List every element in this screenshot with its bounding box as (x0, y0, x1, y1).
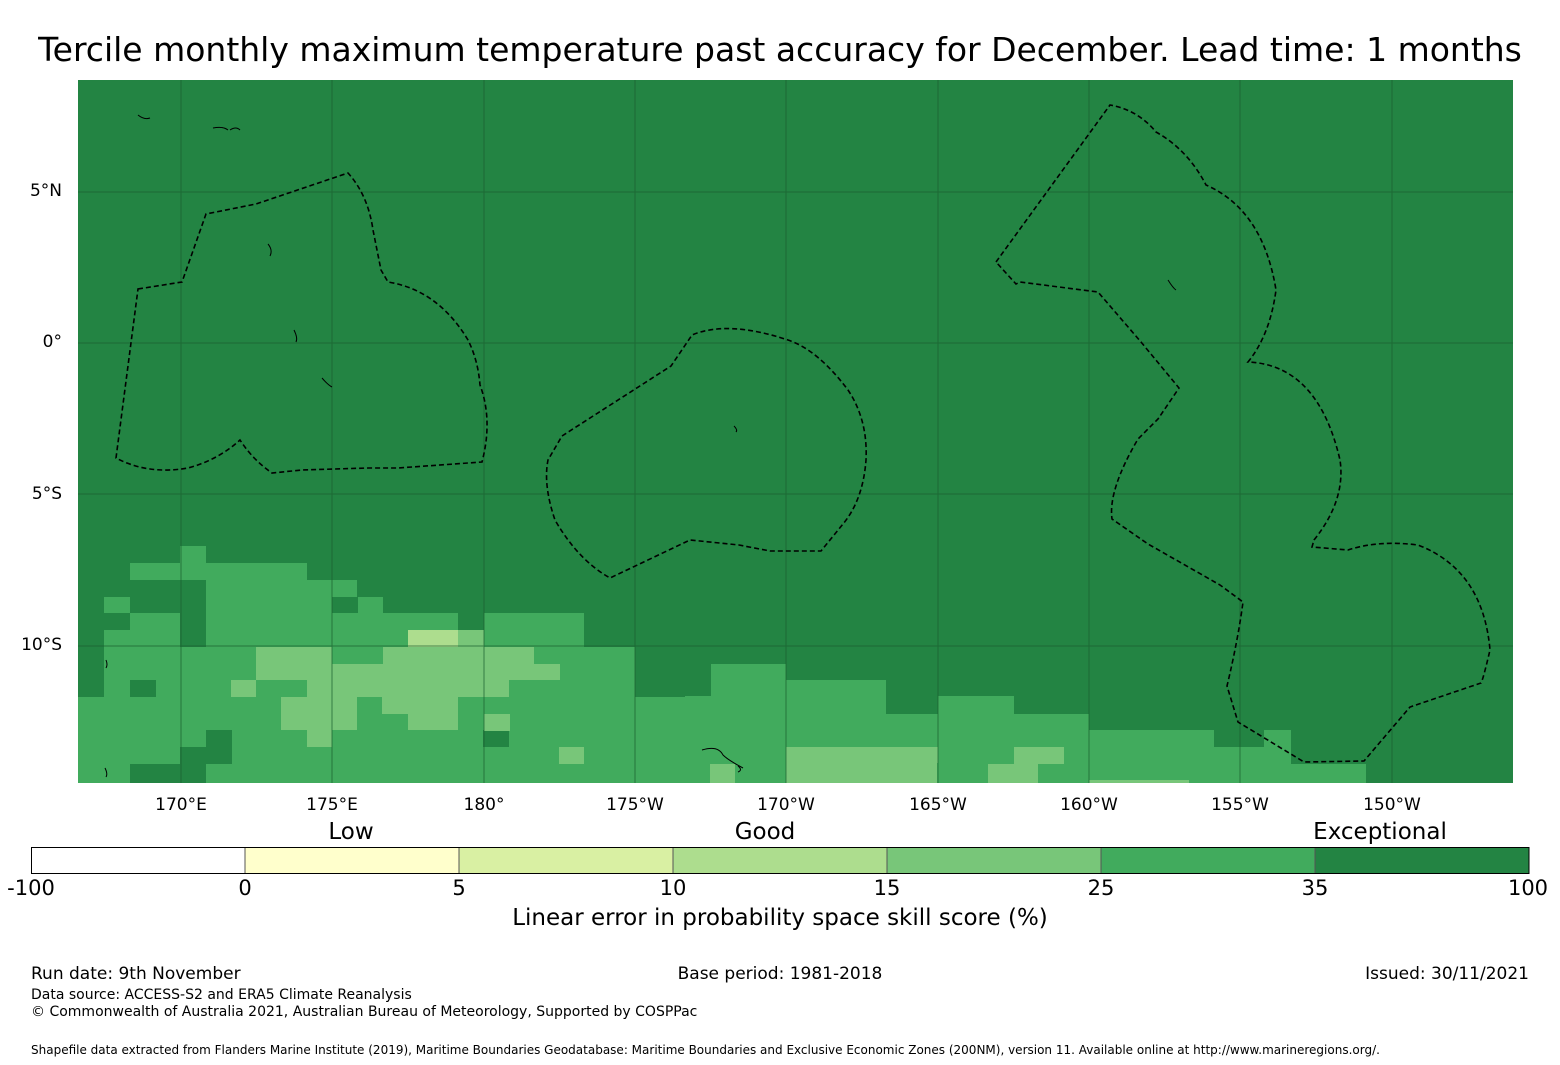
skill-patches-15-25 (231, 630, 1189, 783)
chart-title: Tercile monthly maximum temperature past… (38, 30, 1522, 69)
eez-kiribati-gilbert (115, 172, 488, 474)
lon-label-155w: 155°W (1211, 795, 1269, 815)
lon-label-160w: 160°W (1060, 795, 1118, 815)
colorbar-tick-15: 15 (873, 876, 901, 900)
skill-patches-25-35 (78, 546, 1366, 783)
copyright: © Commonwealth of Australia 2021, Austra… (31, 1004, 698, 1020)
issued-date: Issued: 30/11/2021 (1365, 964, 1529, 984)
category-label-low: Low (328, 819, 374, 845)
lon-label-180: 180° (463, 795, 505, 815)
colorbar-tick-5: 5 (452, 876, 466, 900)
shapefile-note: Shapefile data extracted from Flanders M… (31, 1043, 1380, 1057)
data-source: Data source: ACCESS-S2 and ERA5 Climate … (31, 987, 412, 1003)
colorbar-title: Linear error in probability space skill … (512, 905, 1048, 931)
colorbar-tick-35: 35 (1301, 876, 1329, 900)
category-label-good: Good (734, 819, 796, 845)
base-period: Base period: 1981-2018 (677, 964, 883, 984)
colorbar-segment-15-25 (887, 847, 1101, 874)
lon-label-165w: 165°W (909, 795, 967, 815)
colorbar-segment-25-35 (1101, 847, 1315, 874)
colorbar-segment-10-15 (673, 847, 887, 874)
lat-label-5n: 5°N (29, 181, 62, 201)
lon-label-175e: 175°E (306, 795, 358, 815)
colorbar-tick-100: 100 (1507, 876, 1549, 900)
lat-label-0: 0° (42, 332, 62, 352)
colorbar (31, 847, 1530, 874)
colorbar-segment-35-100 (1315, 847, 1529, 874)
colorbar-tick-25: 25 (1087, 876, 1115, 900)
lon-label-150w: 150°W (1363, 795, 1421, 815)
eez-line-islands (994, 104, 1491, 763)
lat-label-10s: 10°S (21, 635, 62, 655)
lon-label-175w: 175°W (606, 795, 664, 815)
islands (104, 114, 1177, 778)
run-date: Run date: 9th November (31, 964, 241, 984)
eez-boundaries (115, 104, 1491, 763)
skill-score-map (78, 80, 1513, 783)
skill-patches-10-15 (408, 630, 458, 647)
lon-label-170w: 170°W (757, 795, 815, 815)
category-label-exceptional: Exceptional (1313, 819, 1447, 845)
skill-patches-35-100 (78, 580, 1504, 783)
lat-label-5s: 5°S (31, 484, 62, 504)
colorbar-segment-5-10 (459, 847, 673, 874)
colorbar-tick-neg100: -100 (7, 876, 55, 900)
colorbar-tick-0: 0 (238, 876, 252, 900)
colorbar-segment-neg100-0 (31, 847, 245, 874)
lon-label-170e: 170°E (155, 795, 207, 815)
eez-tokelau (545, 327, 867, 579)
colorbar-tick-10: 10 (659, 876, 687, 900)
colorbar-segment-0-5 (245, 847, 459, 874)
